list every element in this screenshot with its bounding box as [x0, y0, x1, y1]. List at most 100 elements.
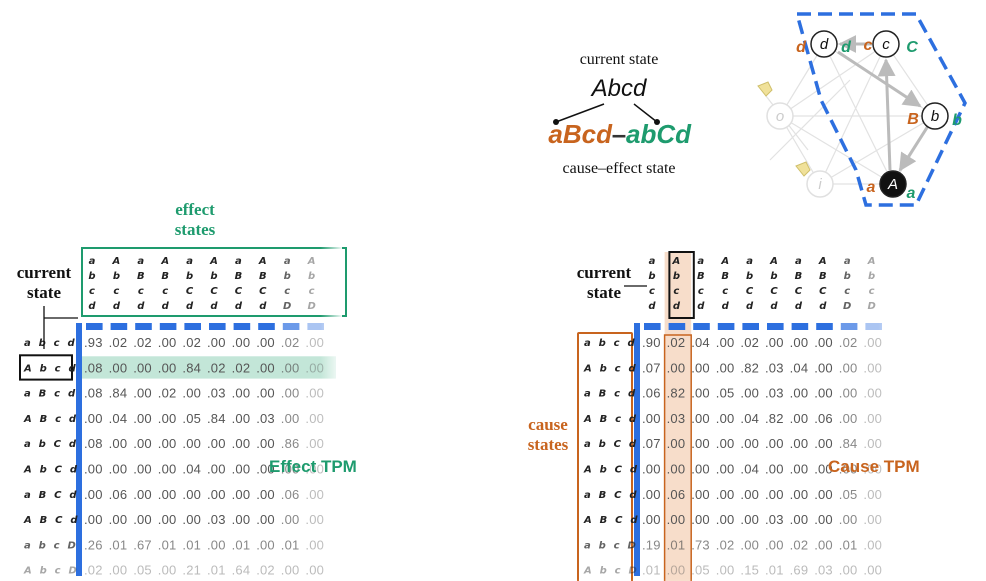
- tpm-cell: .00: [232, 436, 251, 451]
- column-header-letter: A: [720, 256, 729, 267]
- tpm-cell: .00: [691, 360, 710, 375]
- effect-label-A: a: [907, 185, 916, 202]
- column-header-letter: C: [210, 286, 218, 297]
- tpm-cell: .00: [691, 436, 710, 451]
- node-o: [766, 102, 794, 130]
- states-heading-line1: cause: [528, 415, 568, 434]
- legend: current state Abcd aBcd – abCd cause–eff…: [548, 51, 692, 177]
- row-marker-bar: [76, 323, 82, 576]
- tpm-cell: .00: [740, 386, 759, 401]
- tpm-cell: .00: [691, 487, 710, 502]
- tpm-cell: .00: [158, 487, 177, 502]
- effect-states-box: [81, 247, 347, 317]
- tpm-cell: .00: [716, 360, 735, 375]
- tpm-cell: .02: [740, 335, 759, 350]
- tpm-cell: .00: [740, 487, 759, 502]
- tpm-cell: .00: [133, 462, 152, 477]
- current-state-box: [19, 354, 73, 381]
- tpm-cell: .00: [716, 436, 735, 451]
- column-header-letter: C: [795, 286, 803, 297]
- fade-overlay-bottom: [576, 520, 900, 581]
- column-header-letter: B: [697, 271, 705, 282]
- node-b: [921, 102, 949, 130]
- column-header-letter: d: [746, 301, 754, 312]
- cause-label-A: a: [867, 179, 876, 196]
- tpm-cell: .02: [207, 360, 226, 375]
- tpm-cell: .00: [84, 462, 103, 477]
- tpm-cell: .06: [667, 487, 686, 502]
- row-state-label: A b c d: [23, 363, 78, 374]
- column-header-letter: a: [186, 256, 193, 267]
- column-marker: [209, 323, 226, 330]
- column-header-letter: d: [137, 301, 145, 312]
- tpm-cell: .00: [207, 436, 226, 451]
- tpm-cell: .00: [740, 436, 759, 451]
- column-header-letter: c: [162, 286, 168, 297]
- node-label-c: c: [882, 36, 890, 53]
- tpm-cell: .00: [133, 436, 152, 451]
- row-state-label: a b C d: [24, 439, 78, 450]
- tpm-cell: .04: [740, 462, 759, 477]
- column-header-letter: B: [137, 271, 145, 282]
- tpm-cell: .00: [232, 386, 251, 401]
- tpm-cell: .02: [182, 335, 201, 350]
- tpm-cell: .02: [109, 335, 128, 350]
- column-marker: [717, 323, 735, 330]
- tpm-cell: .00: [133, 386, 152, 401]
- tpm-cell: .00: [790, 487, 809, 502]
- tpm-cell: .00: [158, 436, 177, 451]
- column-header-letter: b: [648, 271, 655, 282]
- legend-cause-state: aBcd: [548, 119, 613, 149]
- states-heading-line1: effect: [175, 200, 215, 219]
- column-header-letter: d: [722, 301, 730, 312]
- row-state-label: A B c d: [583, 414, 638, 425]
- node-label-d: d: [820, 36, 829, 53]
- column-header-letter: c: [673, 286, 679, 297]
- tpm-cell: .00: [667, 462, 686, 477]
- complex-boundary: [794, 12, 967, 207]
- legend-effect-state: abCd: [626, 119, 692, 149]
- tpm-cell: .00: [691, 386, 710, 401]
- tpm-cell: .08: [84, 386, 103, 401]
- column-marker: [791, 323, 809, 330]
- tpm-cell: .02: [232, 360, 251, 375]
- node-label-i: i: [818, 176, 822, 193]
- column-marker: [742, 323, 759, 330]
- column-marker: [233, 323, 251, 330]
- current-state-label-line1: current: [577, 263, 632, 282]
- tpm-cell: .84: [109, 386, 128, 401]
- cause-states-box: [577, 332, 633, 581]
- tpm-cell: .00: [765, 487, 784, 502]
- row-state-label: a B C d: [24, 490, 79, 501]
- legend-dash: –: [612, 119, 626, 149]
- current-state-label-line2: state: [587, 283, 621, 302]
- column-header-letter: A: [112, 256, 121, 267]
- tpm-cell: .00: [158, 462, 177, 477]
- network-graph: Aa abB bcc Cdd doi: [757, 12, 967, 207]
- tpm-cell: .03: [667, 411, 686, 426]
- column-marker: [767, 323, 784, 330]
- tpm-cell: .06: [109, 487, 128, 502]
- states-heading-line2: states: [175, 220, 216, 239]
- tpm-cell: .02: [133, 335, 152, 350]
- tpm-cell: .00: [109, 360, 128, 375]
- tpm-cell: .00: [158, 411, 177, 426]
- column-header-letter: d: [113, 301, 121, 312]
- tpm-cell: .00: [207, 335, 226, 350]
- fade-overlay-bottom: [16, 520, 342, 581]
- tpm-cell: .00: [232, 335, 251, 350]
- legend-current-state: Abcd: [590, 75, 647, 102]
- column-header-letter: a: [649, 256, 656, 267]
- column-marker: [644, 323, 661, 330]
- column-header-letter: c: [722, 286, 728, 297]
- tpm-cell: .84: [182, 360, 201, 375]
- graph-nodes: Aa abB bcc Cdd doi: [766, 30, 962, 202]
- tpm-cell: .82: [667, 386, 686, 401]
- current-state-box: [668, 251, 695, 319]
- row-state-label: A b C d: [583, 465, 639, 476]
- tpm-cell: .00: [642, 411, 661, 426]
- tpm-cell: .00: [790, 462, 809, 477]
- tpm-cell: .00: [109, 462, 128, 477]
- tpm-cell: .04: [790, 360, 809, 375]
